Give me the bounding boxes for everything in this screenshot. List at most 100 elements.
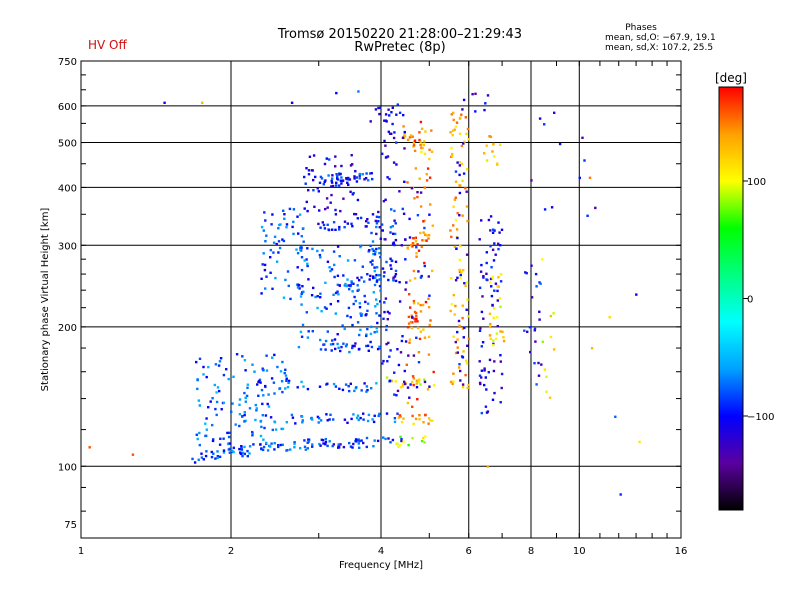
data-point	[283, 213, 286, 216]
data-point	[348, 178, 352, 181]
data-point	[355, 176, 358, 179]
data-point	[391, 106, 394, 109]
data-point	[263, 263, 267, 267]
data-point	[458, 258, 461, 262]
data-point	[302, 227, 305, 230]
data-point	[270, 377, 274, 380]
data-point	[277, 445, 280, 449]
data-point	[238, 447, 241, 451]
data-point	[454, 170, 458, 173]
data-point	[588, 176, 592, 179]
data-point	[371, 177, 374, 181]
data-point	[376, 321, 379, 325]
data-point	[404, 258, 407, 261]
data-point	[273, 392, 276, 395]
x-tick-label: 4	[378, 546, 384, 557]
data-point	[409, 134, 413, 137]
data-point	[362, 441, 365, 445]
data-point	[353, 389, 356, 393]
data-point	[379, 300, 382, 303]
data-point	[466, 386, 469, 390]
data-point	[360, 389, 363, 392]
data-point	[366, 302, 370, 305]
data-point	[350, 417, 353, 421]
data-point	[326, 223, 329, 226]
data-point	[300, 335, 304, 338]
data-point	[393, 209, 396, 213]
data-point	[381, 229, 384, 232]
data-point	[428, 148, 431, 151]
data-point	[581, 136, 584, 139]
data-point	[231, 449, 234, 452]
data-point	[279, 370, 283, 373]
data-point	[541, 258, 544, 261]
data-point	[356, 198, 360, 202]
data-point	[245, 394, 249, 398]
data-point	[391, 225, 394, 228]
data-point	[452, 293, 455, 297]
data-point	[285, 223, 289, 226]
data-point	[323, 343, 326, 346]
data-point	[330, 185, 333, 188]
data-point	[377, 106, 380, 110]
data-point	[608, 316, 611, 319]
data-point	[391, 122, 394, 126]
data-point	[255, 407, 258, 410]
data-point	[419, 303, 422, 307]
data-point	[533, 362, 536, 365]
data-point	[353, 177, 356, 180]
data-point	[293, 441, 296, 444]
data-point	[359, 416, 362, 420]
data-point	[499, 305, 502, 308]
data-point	[277, 444, 280, 447]
data-point	[415, 317, 418, 321]
data-point	[215, 400, 219, 404]
data-point	[284, 278, 287, 282]
data-point	[301, 323, 305, 327]
data-point	[405, 363, 408, 366]
data-point	[485, 388, 488, 391]
data-point	[405, 281, 408, 284]
data-point	[419, 191, 423, 194]
data-point	[345, 284, 348, 288]
data-point	[290, 101, 294, 104]
data-point	[409, 279, 412, 282]
data-point	[349, 382, 352, 385]
data-point	[410, 314, 413, 317]
data-point	[429, 203, 432, 206]
data-point	[264, 414, 268, 417]
data-point	[274, 276, 277, 280]
data-point	[428, 385, 431, 388]
data-point	[375, 247, 378, 251]
data-point	[489, 322, 492, 326]
y-tick-label: 400	[58, 183, 77, 194]
data-point	[431, 224, 434, 227]
data-point	[205, 450, 208, 453]
data-point	[296, 386, 299, 389]
data-point	[367, 413, 371, 417]
data-point	[423, 378, 426, 381]
data-point	[241, 454, 244, 458]
data-point	[228, 431, 231, 434]
data-point	[390, 267, 393, 270]
data-point	[396, 389, 400, 393]
data-point	[369, 172, 372, 175]
data-point	[163, 101, 166, 104]
data-point	[497, 242, 500, 245]
data-point	[456, 330, 459, 334]
data-point	[260, 447, 263, 450]
data-point	[209, 400, 212, 403]
data-point	[461, 327, 465, 331]
data-point	[218, 360, 222, 363]
data-point	[358, 439, 361, 443]
data-point	[285, 421, 288, 424]
data-point	[293, 442, 296, 446]
data-point	[416, 320, 419, 323]
data-point	[400, 339, 404, 343]
data-point	[356, 217, 359, 220]
data-point	[548, 396, 552, 399]
data-point	[265, 275, 268, 278]
data-point	[453, 128, 456, 131]
data-point	[375, 215, 379, 218]
data-point	[300, 256, 304, 259]
